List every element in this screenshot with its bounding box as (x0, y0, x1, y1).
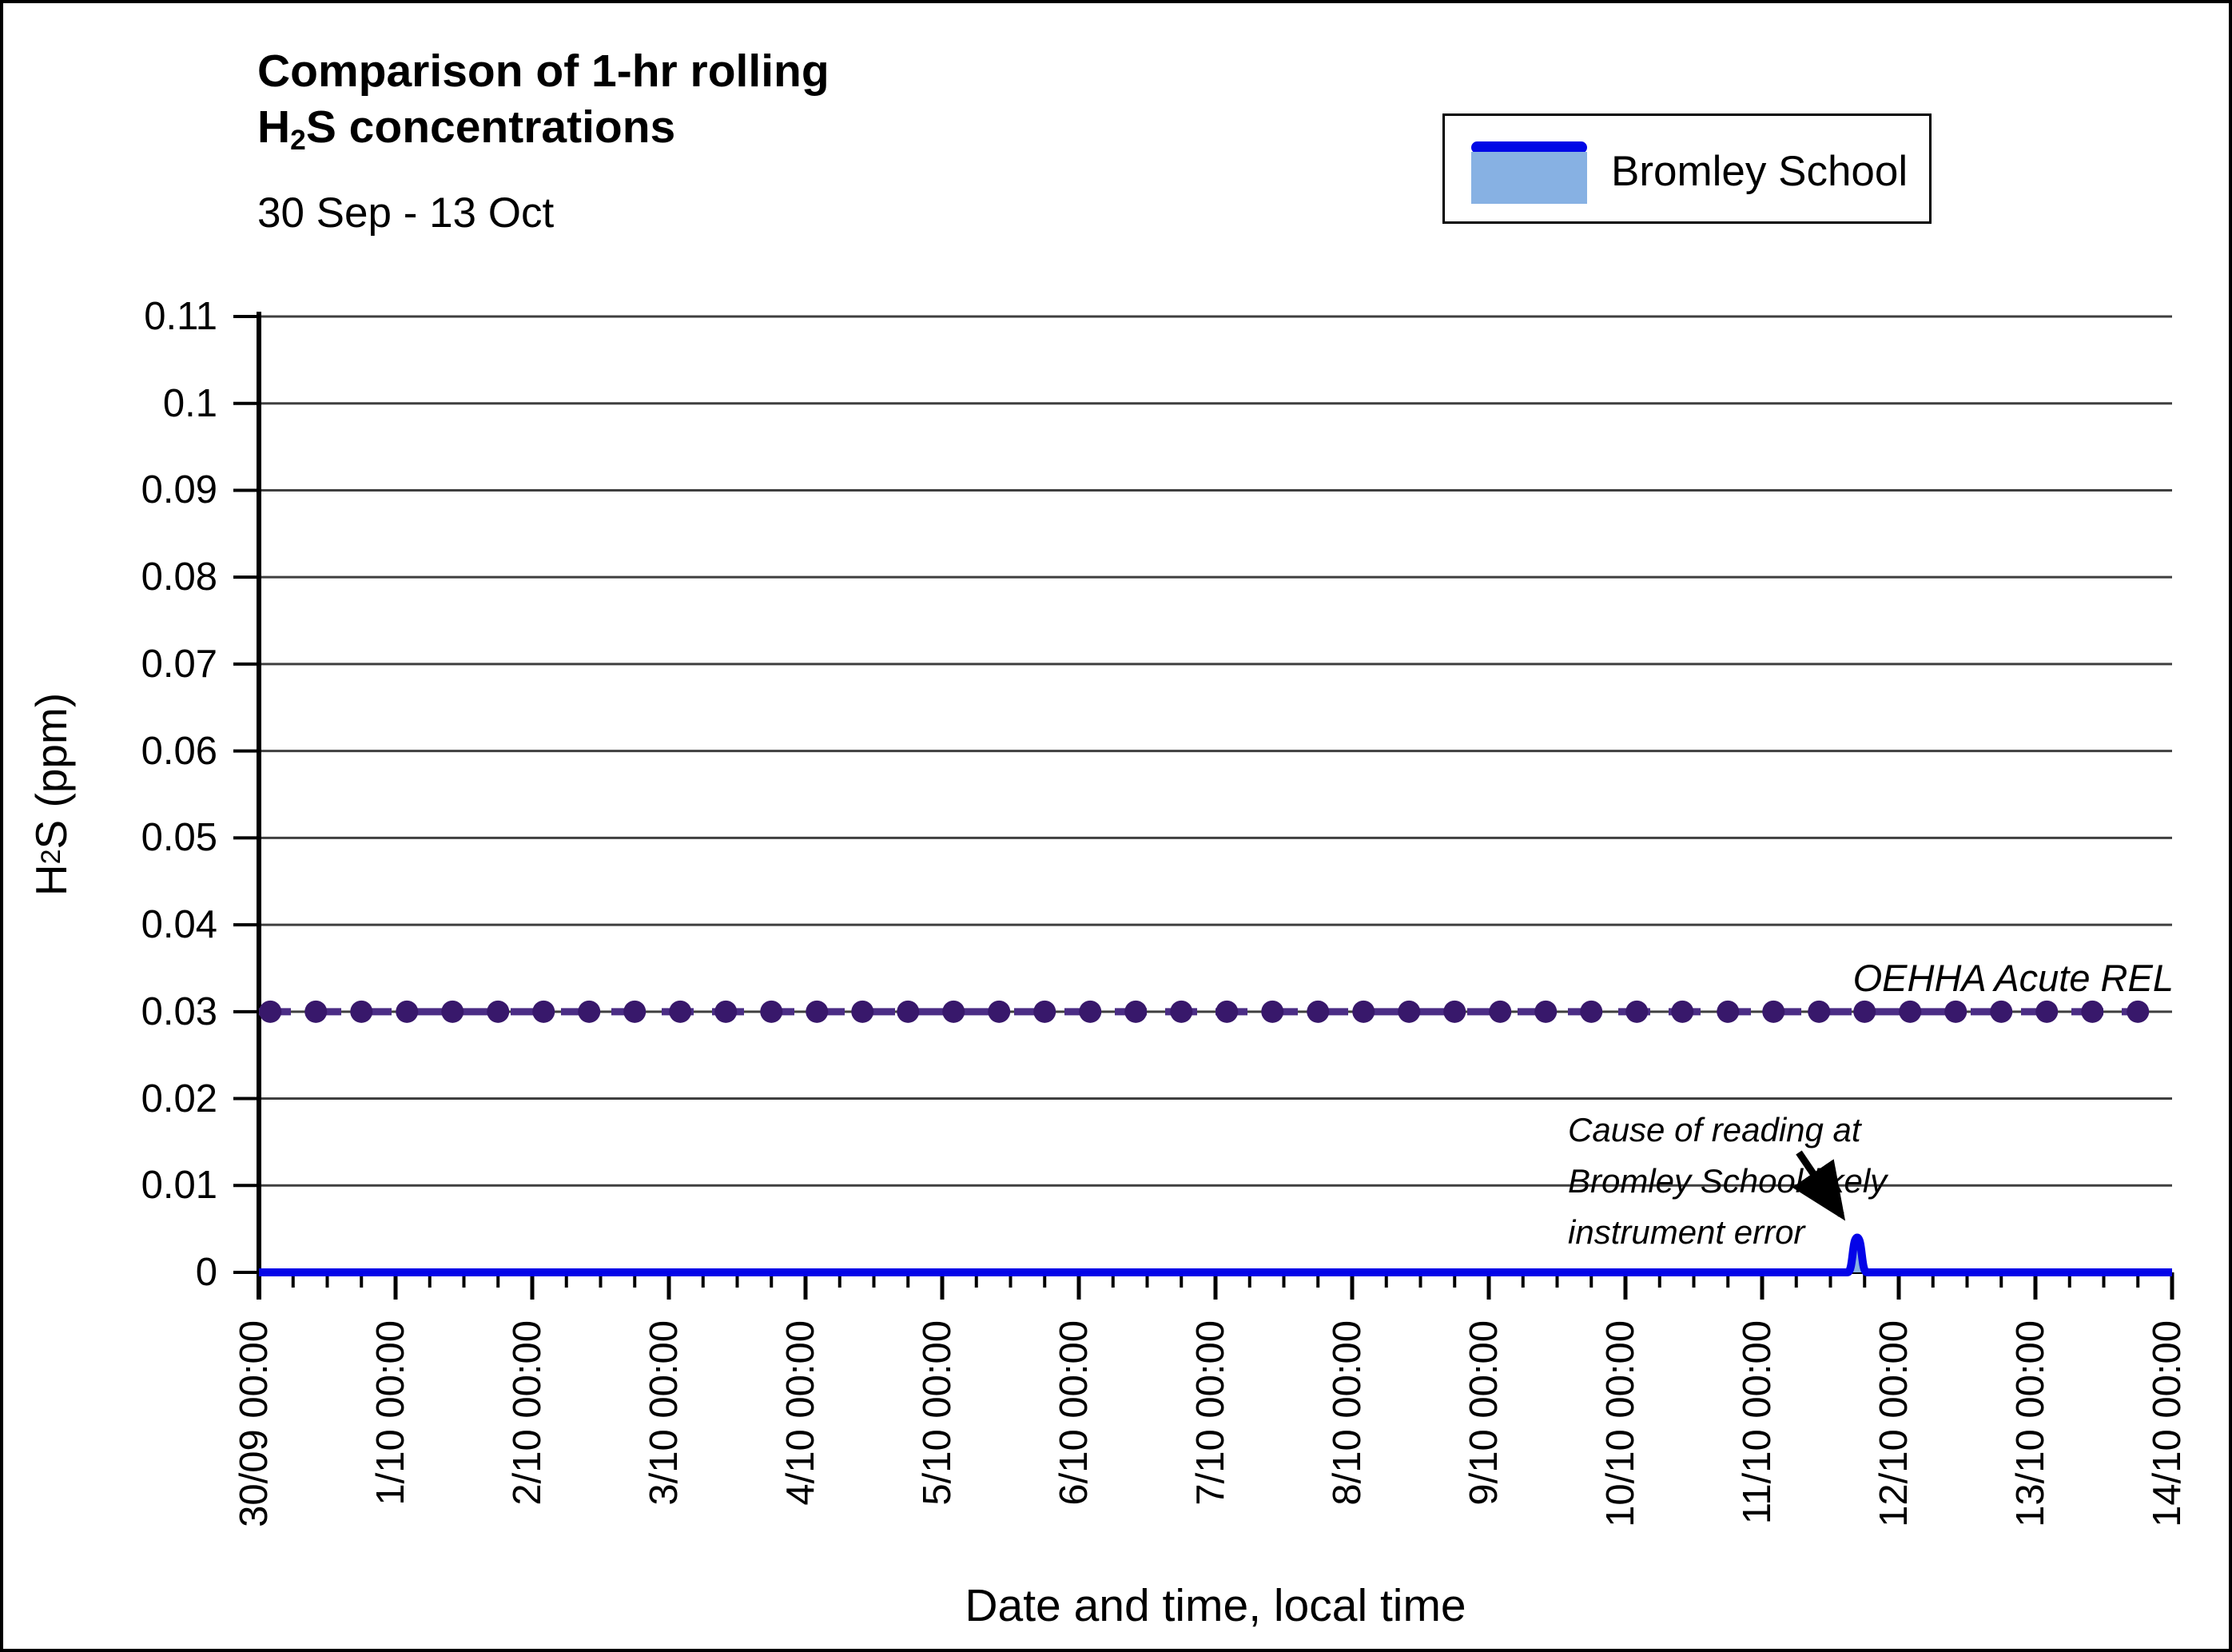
y-tick-label: 0.05 (141, 816, 217, 860)
series-line (259, 1233, 2172, 1276)
x-tick-label: 11/10 00:00 (1736, 1320, 1779, 1525)
rel-marker (578, 1000, 601, 1023)
legend-box: Bromley School (1442, 113, 1932, 224)
y-tick-label: 0.1 (162, 381, 217, 425)
y-tick-label: 0.07 (141, 642, 217, 686)
y-tick-label: 0.02 (141, 1077, 217, 1121)
rel-marker (623, 1000, 647, 1023)
x-tick-label: 2/10 00:00 (506, 1320, 549, 1506)
rel-marker (1762, 1000, 1785, 1023)
rel-marker (1717, 1000, 1740, 1023)
rel-marker (1489, 1000, 1512, 1023)
x-tick-label: 1/10 00:00 (369, 1320, 412, 1506)
rel-marker (669, 1000, 692, 1023)
x-tick-label: 9/10 00:00 (1462, 1320, 1506, 1506)
plot-area (233, 312, 2174, 1300)
chart-title: Comparison of 1-hr rolling H2S concentra… (257, 43, 830, 169)
rel-marker (350, 1000, 373, 1023)
spike-annotation-line2: Bromley School likely (1568, 1162, 1888, 1200)
rel-marker (1307, 1000, 1330, 1023)
rel-marker (1580, 1000, 1603, 1023)
rel-marker (897, 1000, 920, 1023)
rel-marker (942, 1000, 965, 1023)
x-tick-label: 13/10 00:00 (2009, 1320, 2052, 1527)
x-tick-label: 8/10 00:00 (1326, 1320, 1369, 1506)
rel-marker (1079, 1000, 1102, 1023)
rel-marker (714, 1000, 738, 1023)
rel-line-label: OEHHA Acute REL (1852, 957, 2174, 999)
rel-marker (1443, 1000, 1466, 1023)
rel-marker (1853, 1000, 1876, 1023)
rel-marker (441, 1000, 464, 1023)
legend-swatch (1471, 141, 1587, 204)
rel-marker (532, 1000, 555, 1023)
rel-marker (2127, 1000, 2150, 1023)
rel-marker (1261, 1000, 1284, 1023)
spike-annotation-line3: instrument error (1568, 1213, 1805, 1251)
rel-marker (1398, 1000, 1421, 1023)
y-tick-label: 0.01 (141, 1164, 217, 1208)
rel-marker (259, 1000, 282, 1023)
x-tick-label: 7/10 00:00 (1189, 1320, 1232, 1506)
rel-marker (1899, 1000, 1922, 1023)
legend-label: Bromley School (1611, 147, 1908, 195)
legend-fill-swatch (1471, 152, 1587, 204)
rel-marker (1033, 1000, 1056, 1023)
rel-marker (1352, 1000, 1375, 1023)
y-tick-label: 0.09 (141, 468, 217, 512)
x-tick-label: 3/10 00:00 (643, 1320, 686, 1506)
y-tick-label: 0.03 (141, 989, 217, 1033)
chart-title-line2: H2S concentrations (257, 102, 676, 156)
rel-marker (2035, 1000, 2059, 1023)
x-tick-label: 6/10 00:00 (1052, 1320, 1096, 1506)
rel-marker (304, 1000, 328, 1023)
rel-marker (806, 1000, 829, 1023)
chart-subtitle: 30 Sep - 13 Oct (257, 189, 555, 237)
x-axis-title: Date and time, local time (965, 1580, 1466, 1631)
y-tick-label: 0.04 (141, 903, 217, 947)
rel-marker (760, 1000, 783, 1023)
annotation-arrow (1792, 1150, 1846, 1221)
rel-marker (2081, 1000, 2104, 1023)
rel-marker (851, 1000, 874, 1023)
y-tick-label: 0 (195, 1251, 217, 1294)
y-tick-label: 0.11 (144, 295, 217, 338)
x-tick-label: 10/10 00:00 (1599, 1320, 1642, 1527)
spike-annotation-line1: Cause of reading at (1568, 1111, 1861, 1148)
x-tick-label: 12/10 00:00 (1872, 1320, 1916, 1527)
rel-marker (1808, 1000, 1831, 1023)
rel-marker (1170, 1000, 1193, 1023)
rel-marker (1534, 1000, 1558, 1023)
rel-marker (1124, 1000, 1148, 1023)
x-tick-label: 5/10 00:00 (916, 1320, 959, 1506)
y-tick-label: 0.08 (141, 555, 217, 599)
x-tick-label: 4/10 00:00 (779, 1320, 822, 1506)
rel-marker (1215, 1000, 1239, 1023)
rel-marker (396, 1000, 419, 1023)
rel-marker (1990, 1000, 2013, 1023)
x-tick-label: 30/09 00:00 (233, 1320, 276, 1527)
rel-marker (1944, 1000, 1967, 1023)
x-tick-label: 14/10 00:00 (2146, 1320, 2189, 1527)
legend-line-swatch (1471, 141, 1587, 153)
y-tick-label: 0.06 (141, 729, 217, 773)
chart-title-line1: Comparison of 1-hr rolling (257, 46, 830, 97)
rel-marker (988, 1000, 1011, 1023)
rel-marker (1625, 1000, 1649, 1023)
rel-marker (487, 1000, 510, 1023)
rel-marker (1671, 1000, 1694, 1023)
spike-annotation: Cause of reading at Bromley School likel… (1568, 1105, 2015, 1258)
